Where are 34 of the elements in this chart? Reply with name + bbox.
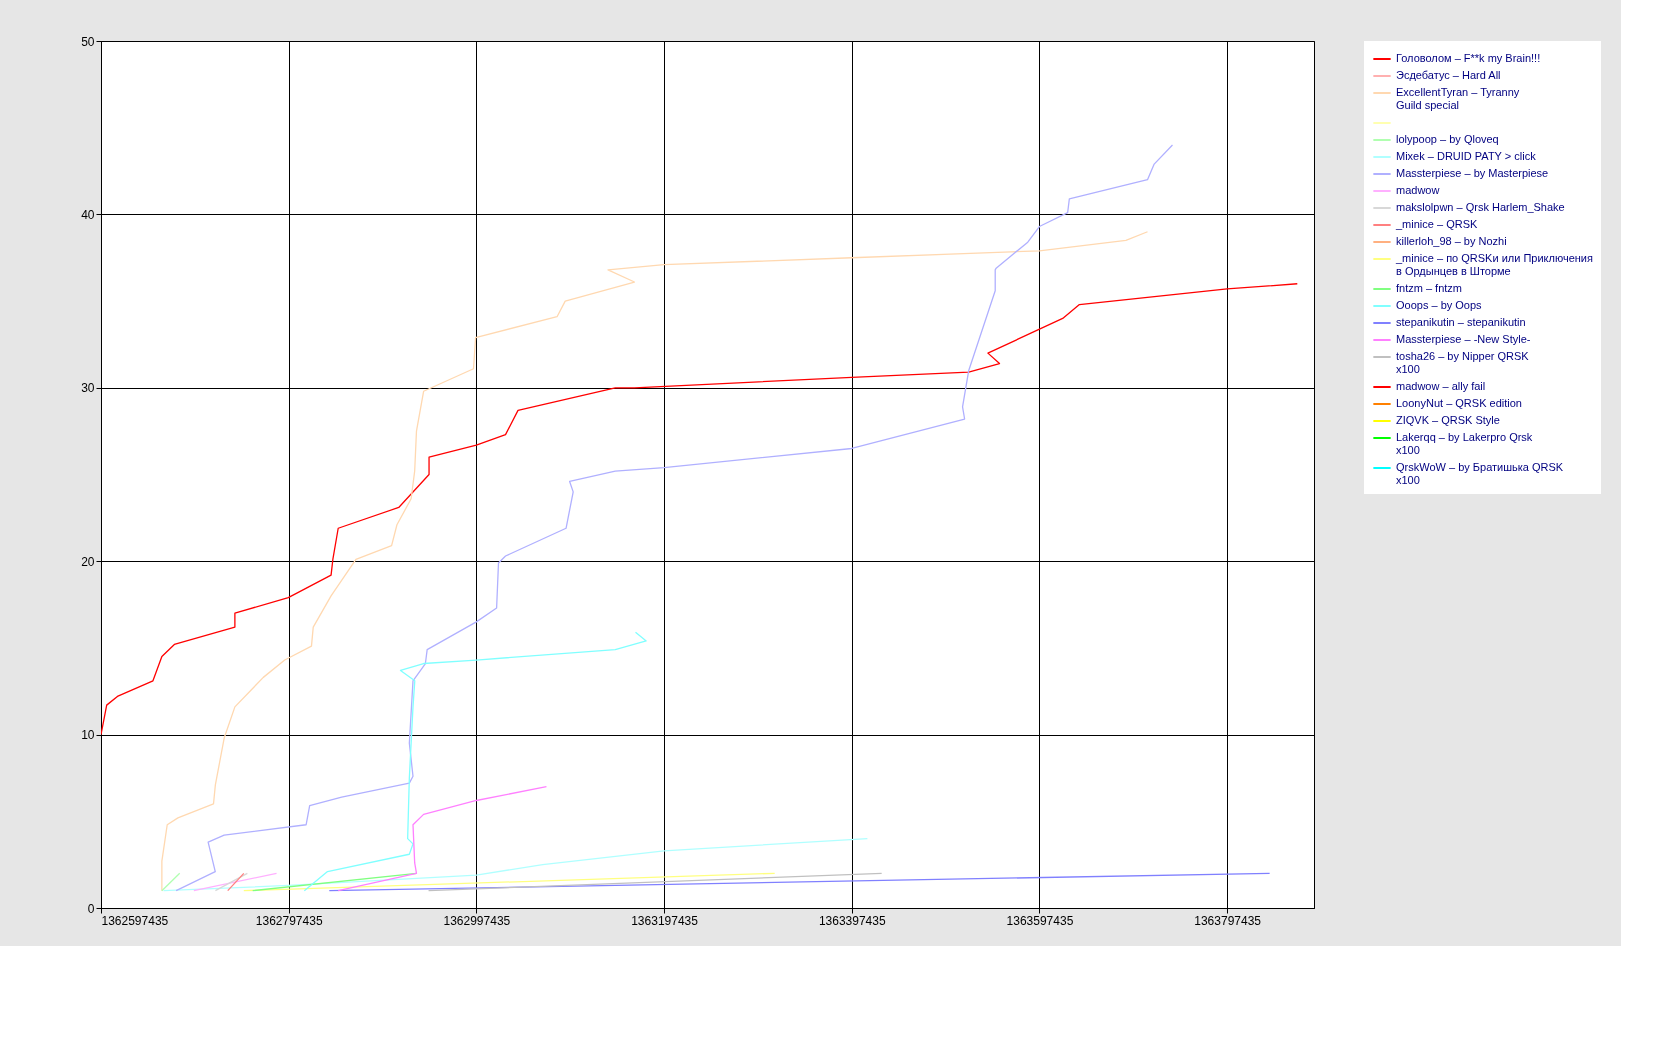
y-tick-label: 30 xyxy=(81,381,95,396)
legend-label: QrskWoW – by Братишька QRSK x100 xyxy=(1396,461,1564,486)
legend-label: madwow – ally fail xyxy=(1396,380,1486,392)
y-tick-label: 0 xyxy=(87,901,95,916)
legend-label: lolypoop – by Qloveq xyxy=(1396,133,1499,145)
legend-label: _minice – QRSK xyxy=(1395,218,1478,230)
legend-label: tosha26 – by Nipper QRSK x100 xyxy=(1396,350,1530,375)
legend-label: Lakerqq – by Lakerpro Qrsk x100 xyxy=(1396,431,1533,456)
legend-label: Головолом – F**k my Brain!!! xyxy=(1396,52,1541,64)
y-tick-label: 40 xyxy=(81,207,95,222)
y-tick-label: 20 xyxy=(81,554,95,569)
x-tick-label: 1362997435 xyxy=(443,913,511,928)
legend-label: ZIQVK – QRSK Style xyxy=(1396,414,1500,426)
x-tick-label: 1363797435 xyxy=(1194,913,1262,928)
y-tick-label: 10 xyxy=(81,728,95,743)
legend-label: Ooops – by Oops xyxy=(1396,299,1483,311)
y-tick-label: 50 xyxy=(81,34,95,49)
legend-label: stepanikutin – stepanikutin xyxy=(1396,316,1526,328)
legend-label: killerloh_98 – by Nozhi xyxy=(1396,235,1507,247)
legend-label: makslolpwn – Qrsk Harlem_Shake xyxy=(1396,201,1565,213)
x-tick-label: 1363197435 xyxy=(631,913,699,928)
legend-label: madwow xyxy=(1396,184,1440,196)
legend-label: ExcellentTyran – Tyranny Guild special xyxy=(1396,86,1520,111)
legend-label: _minice – по QRSKи или Приключения в Ордынцев в Шторме xyxy=(1395,252,1593,277)
legend-label: LoonyNut – QRSK edition xyxy=(1396,397,1522,409)
legend-label: Эсдебатус – Hard All xyxy=(1396,69,1501,81)
x-tick-label: 1362597435 xyxy=(101,913,169,928)
legend-label: Massterpiese – -New Style- xyxy=(1396,333,1531,345)
legend-label: Mixek – DRUID PATY > click xyxy=(1396,150,1537,162)
x-tick-label: 1362797435 xyxy=(255,913,323,928)
x-tick-label: 1363597435 xyxy=(1006,913,1074,928)
legend-label: fntzm – fntzm xyxy=(1396,282,1463,294)
x-tick-label: 1363397435 xyxy=(818,913,886,928)
legend-label: Massterpiese – by Masterpiese xyxy=(1396,167,1549,179)
